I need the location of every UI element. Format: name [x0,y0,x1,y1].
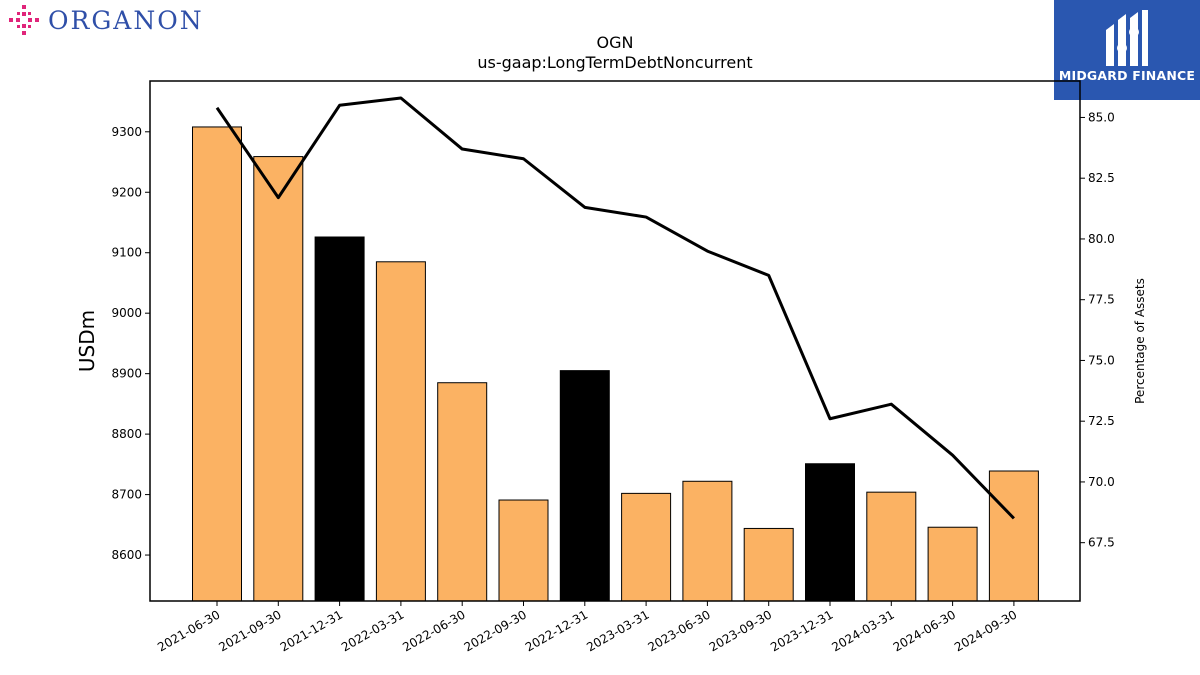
x-tick-label: 2022-12-31 [523,607,590,654]
x-tick-label: 2023-03-31 [584,607,651,654]
x-axis: 2021-06-302021-09-302021-12-312022-03-31… [155,601,1019,654]
x-tick-label: 2024-03-31 [829,607,896,654]
percentage-line [215,96,1015,520]
bar-2022-03-31 [375,261,426,602]
x-tick-label: 2022-09-30 [462,607,529,654]
y-tick-label: 9100 [111,246,142,260]
y2-axis-label: Percentage of Assets [1133,278,1147,404]
y-tick-label: 8800 [111,427,142,441]
plot-frame [149,80,1081,602]
organon-wordmark: ORGANON [48,5,204,35]
bar-2021-09-30 [253,156,304,602]
bar-2021-12-31 [314,236,365,602]
bar-2023-03-31 [621,492,672,602]
bar-2021-06-30 [192,126,242,602]
y2-tick-label: 70.0 [1088,475,1115,489]
bar-2023-09-30 [743,527,794,602]
y-tick-label: 9300 [111,125,142,139]
bar-2024-03-31 [866,491,917,602]
bar-2022-12-31 [559,370,610,602]
bar-2023-06-30 [682,480,733,602]
x-tick-label: 2021-12-31 [278,607,345,654]
midgard-finance-logo: MIDGARD FINANCE [1054,0,1200,100]
x-tick-label: 2022-06-30 [400,607,467,654]
y-tick-label: 8700 [111,488,142,502]
y-tick-label: 9000 [111,306,142,320]
x-tick-label: 2022-03-31 [339,607,406,654]
y-tick-label: 9200 [111,185,142,199]
bars-group [192,126,1039,602]
midgard-brand-text: MIDGARD FINANCE [1058,68,1196,83]
organon-logo: ORGANON [6,4,204,36]
y-tick-label: 8900 [111,367,142,381]
y2-tick-label: 85.0 [1088,110,1115,124]
x-tick-label: 2023-09-30 [707,607,774,654]
x-tick-label: 2023-06-30 [645,607,712,654]
y-tick-label: 8600 [111,548,142,562]
y2-tick-label: 82.5 [1088,171,1115,185]
y2-tick-label: 80.0 [1088,232,1115,246]
x-tick-label: 2024-09-30 [952,607,1019,654]
line-group [215,96,1015,520]
organon-mark-icon [9,5,39,35]
y-axis-left: 8600 8700 8800 8900 9000 9100 9200 9300 [111,125,150,562]
x-tick-label: 2021-09-30 [216,607,283,654]
bar-2022-06-30 [437,382,488,602]
chart-title: OGN [597,33,634,52]
y2-tick-label: 77.5 [1088,293,1115,307]
bar-2024-06-30 [927,526,978,602]
y-axis-right: 67.5 70.0 72.5 75.0 77.5 80.0 82.5 85.0 [1080,110,1115,550]
x-tick-label: 2024-06-30 [891,607,958,654]
y2-tick-label: 72.5 [1088,414,1115,428]
chart-subtitle: us-gaap:LongTermDebtNoncurrent [477,53,752,72]
bar-2022-09-30 [498,499,549,602]
midgard-mark-icon [1106,10,1148,66]
x-tick-label: 2023-12-31 [768,607,835,654]
y2-tick-label: 67.5 [1088,536,1115,550]
y2-tick-label: 75.0 [1088,353,1115,367]
bar-2023-12-31 [805,463,855,602]
y-axis-label: USDm [75,310,99,372]
bar-2024-09-30 [988,470,1039,602]
x-tick-label: 2021-06-30 [155,607,222,654]
